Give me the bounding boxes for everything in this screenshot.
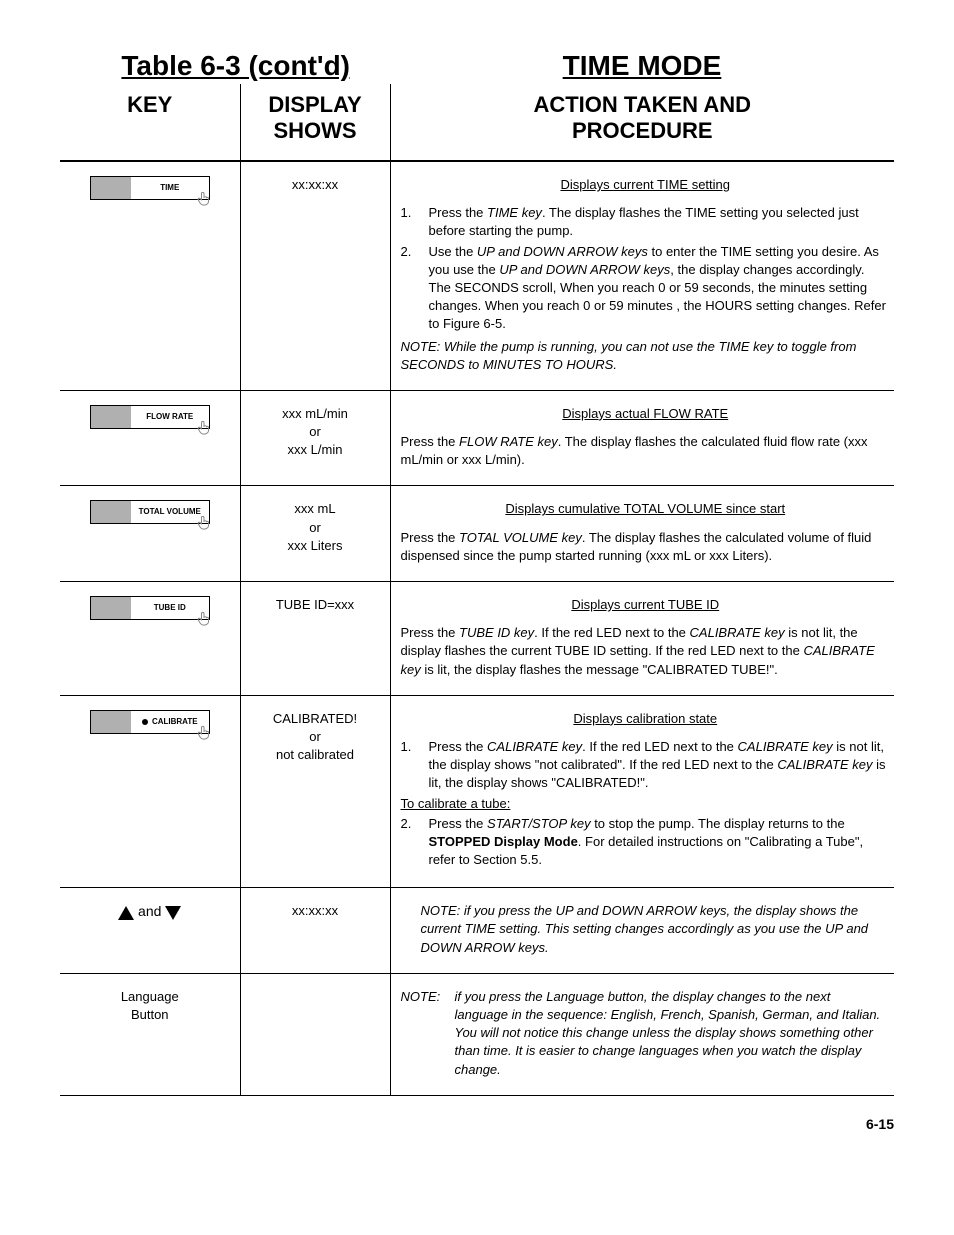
- flow-rate-key-button: FLOW RATE: [90, 405, 210, 429]
- action-cell: Displays actual FLOW RATE Press the FLOW…: [390, 390, 894, 486]
- col-header-key: KEY: [60, 84, 240, 161]
- action-cell: Displays current TUBE ID Press the TUBE …: [390, 582, 894, 696]
- hand-icon: [194, 189, 214, 214]
- hand-icon: [194, 418, 214, 443]
- table-row: FLOW RATE xxx mL/min or xxx L/min Displa…: [60, 390, 894, 486]
- display-value: CALIBRATED! or not calibrated: [240, 695, 390, 888]
- table-title: Table 6-3 (cont'd): [121, 50, 350, 82]
- table-row: Language Button NOTE:if you press the La…: [60, 973, 894, 1095]
- col-header-display: DISPLAY SHOWS: [240, 84, 390, 161]
- display-value: TUBE ID=xxx: [240, 582, 390, 696]
- procedure-table: KEY DISPLAY SHOWS ACTION TAKEN AND PROCE…: [60, 84, 894, 1096]
- hand-icon: [194, 513, 214, 538]
- calibrate-key-button: CALIBRATE: [90, 710, 210, 734]
- display-value: [240, 973, 390, 1095]
- up-arrow-icon: [118, 906, 134, 920]
- mode-title: TIME MODE: [563, 50, 722, 82]
- led-icon: [142, 719, 148, 725]
- display-value: xx:xx:xx: [240, 161, 390, 390]
- page-number: 6-15: [60, 1116, 894, 1132]
- table-row: CALIBRATE CALIBRATED! or not calibrated …: [60, 695, 894, 888]
- hand-icon: [194, 723, 214, 748]
- arrow-keys: and: [60, 888, 240, 974]
- action-cell: NOTE:if you press the Language button, t…: [390, 973, 894, 1095]
- table-row: TOTAL VOLUME xxx mL or xxx Liters Displa…: [60, 486, 894, 582]
- table-row: TIME xx:xx:xx Displays current TIME sett…: [60, 161, 894, 390]
- action-cell: Displays current TIME setting 1.Press th…: [390, 161, 894, 390]
- action-cell: NOTE: if you press the UP and DOWN ARROW…: [390, 888, 894, 974]
- language-key: Language Button: [60, 973, 240, 1095]
- action-cell: Displays calibration state 1.Press the C…: [390, 695, 894, 888]
- col-header-action: ACTION TAKEN AND PROCEDURE: [390, 84, 894, 161]
- hand-icon: [194, 609, 214, 634]
- title-bar: Table 6-3 (cont'd) TIME MODE: [60, 50, 894, 82]
- display-value: xxx mL or xxx Liters: [240, 486, 390, 582]
- display-value: xx:xx:xx: [240, 888, 390, 974]
- tube-id-key-button: TUBE ID: [90, 596, 210, 620]
- down-arrow-icon: [165, 906, 181, 920]
- table-row: TUBE ID TUBE ID=xxx Displays current TUB…: [60, 582, 894, 696]
- time-key-button: TIME: [90, 176, 210, 200]
- display-value: xxx mL/min or xxx L/min: [240, 390, 390, 486]
- action-cell: Displays cumulative TOTAL VOLUME since s…: [390, 486, 894, 582]
- total-volume-key-button: TOTAL VOLUME: [90, 500, 210, 524]
- table-row: and xx:xx:xx NOTE: if you press the UP a…: [60, 888, 894, 974]
